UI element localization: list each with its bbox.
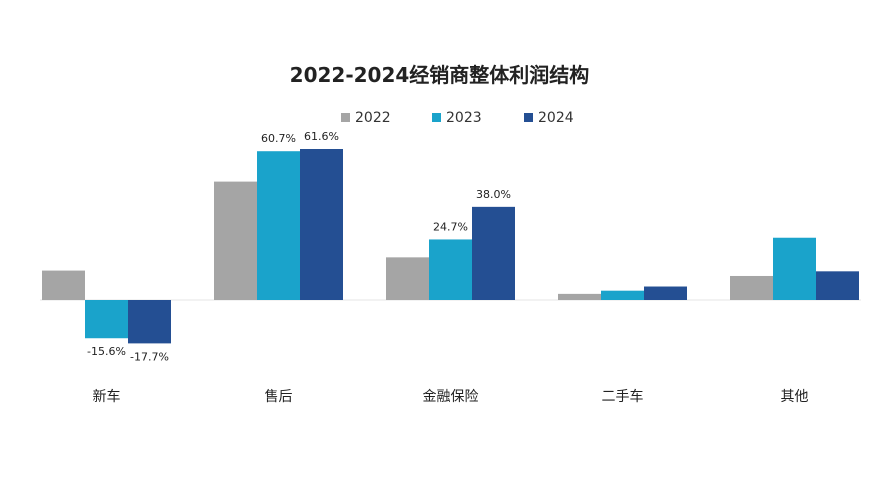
data-labels: -15.6% -17.7% 60.7% 61.6% 24.7% 38.0% — [87, 130, 511, 363]
bar-其他-2023 — [773, 237, 816, 300]
bar-新车-2023 — [85, 300, 128, 339]
data-label-金融保险-2024: 38.0% — [476, 188, 511, 201]
bar-新车-2022 — [42, 270, 85, 300]
legend-label-2024: 2024 — [538, 110, 574, 126]
data-label-金融保险-2023: 24.7% — [433, 220, 468, 233]
category-label-新车: 新车 — [93, 388, 121, 405]
chart-title: 2022-2024经销商整体利润结构 — [290, 63, 590, 87]
category-label-金融保险: 金融保险 — [423, 389, 479, 405]
bar-新车-2024 — [128, 300, 171, 344]
legend-swatch-2023 — [432, 113, 441, 122]
bar-二手车-2023 — [601, 290, 644, 300]
bar-售后-2022 — [214, 181, 257, 300]
data-label-售后-2023: 60.7% — [261, 132, 296, 145]
category-label-售后: 售后 — [265, 389, 293, 405]
bar-金融保险-2022 — [386, 257, 429, 300]
legend-swatch-2022 — [341, 113, 350, 122]
bar-二手车-2024 — [644, 286, 687, 300]
bar-金融保险-2024 — [472, 206, 515, 300]
bar-售后-2024 — [300, 149, 343, 300]
data-label-售后-2024: 61.6% — [304, 130, 339, 143]
legend-swatch-2024 — [524, 113, 533, 122]
legend-label-2023: 2023 — [446, 110, 482, 126]
category-label-其他: 其他 — [781, 389, 809, 405]
category-label-二手车: 二手车 — [602, 388, 644, 405]
bar-二手车-2022 — [558, 293, 601, 300]
bar-售后-2023 — [257, 151, 300, 300]
bars — [42, 149, 859, 344]
bar-其他-2024 — [816, 271, 859, 300]
bar-其他-2022 — [730, 275, 773, 300]
legend: 2022 2023 2024 — [341, 110, 574, 126]
data-label-新车-2023: -15.6% — [87, 345, 126, 358]
bar-金融保险-2023 — [429, 239, 472, 300]
category-labels: 新车 售后 金融保险 二手车 其他 — [93, 388, 809, 405]
data-label-新车-2024: -17.7% — [130, 350, 169, 363]
legend-label-2022: 2022 — [355, 110, 391, 126]
